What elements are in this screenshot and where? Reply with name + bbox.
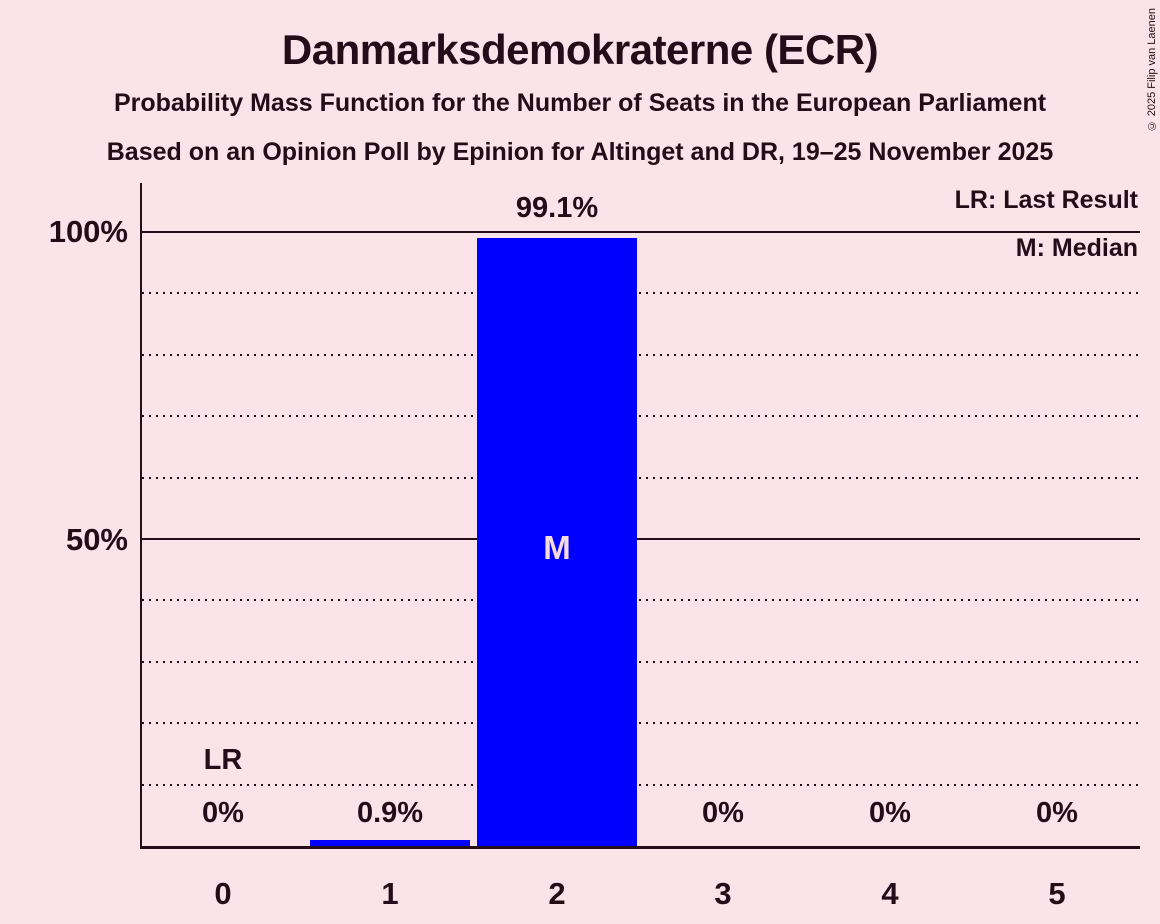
gridline-80pct — [142, 353, 1140, 356]
y-axis-tick-label-100: 100% — [48, 214, 128, 249]
bar-seat-1 — [310, 840, 470, 846]
gridline-20pct — [142, 722, 1140, 725]
y-axis-line — [140, 183, 142, 849]
bar-value-label-seat-1: 0.9% — [356, 797, 424, 829]
x-axis-line — [140, 846, 1140, 849]
x-axis-tick-label-4: 4 — [881, 876, 899, 911]
bar-value-label-seat-0: 0% — [202, 797, 244, 829]
gridline-40pct — [142, 599, 1140, 602]
y-axis-tick-label-50: 50% — [65, 522, 128, 557]
gridline-30pct — [142, 660, 1140, 663]
bar-seat-2 — [477, 238, 637, 846]
gridline-50pct — [142, 538, 1140, 540]
gridline-70pct — [142, 415, 1140, 418]
x-axis-tick-label-5: 5 — [1048, 876, 1066, 911]
median-marker: M — [543, 529, 571, 566]
x-axis-tick-label-2: 2 — [548, 876, 566, 911]
x-axis-tick-label-0: 0 — [214, 876, 232, 911]
bar-value-label-seat-2: 99.1% — [515, 192, 599, 224]
copyright-notice: © 2025 Filip van Laenen — [1146, 8, 1158, 132]
gridline-10pct — [142, 783, 1140, 786]
bar-value-label-seat-4: 0% — [869, 797, 911, 829]
gridline-100pct — [142, 231, 1140, 233]
x-axis-tick-label-3: 3 — [714, 876, 732, 911]
chart-subtitle-line1: Probability Mass Function for the Number… — [113, 89, 1047, 117]
chart-subtitle-line2: Based on an Opinion Poll by Epinion for … — [106, 138, 1054, 166]
legend-last-result: LR: Last Result — [954, 186, 1138, 214]
x-axis-tick-label-1: 1 — [381, 876, 399, 911]
gridline-90pct — [142, 292, 1140, 295]
last-result-marker: LR — [203, 744, 243, 776]
chart-title: Danmarksdemokraterne (ECR) — [281, 26, 879, 73]
bar-value-label-seat-3: 0% — [702, 797, 744, 829]
gridline-60pct — [142, 476, 1140, 479]
legend-median: M: Median — [1015, 234, 1138, 262]
bar-value-label-seat-5: 0% — [1036, 797, 1078, 829]
